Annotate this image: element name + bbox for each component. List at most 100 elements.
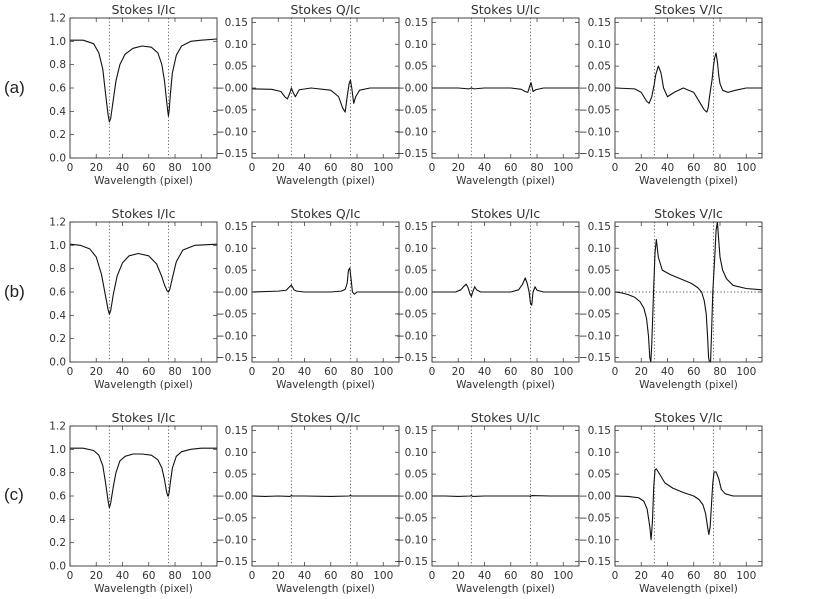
x-axis-label: Wavelength (pixel) <box>94 379 193 391</box>
y-tick-label: 0.8 <box>49 467 66 479</box>
y-tick-label: −0.00 <box>579 287 611 299</box>
x-tick-label: 0 <box>249 570 256 582</box>
x-axis-label: Wavelength (pixel) <box>639 379 738 391</box>
y-tick-label: 0.10 <box>225 243 248 255</box>
x-tick-label: 20 <box>272 366 285 378</box>
y-tick-label: 0.10 <box>588 39 611 51</box>
x-tick-label: 80 <box>350 570 363 582</box>
y-tick-label: −0.05 <box>396 512 428 524</box>
x-tick-label: 0 <box>249 162 256 174</box>
x-tick-label: 20 <box>90 366 103 378</box>
y-tick-label: 0.15 <box>588 221 611 233</box>
x-tick-label: 40 <box>116 162 129 174</box>
x-tick-label: 20 <box>272 570 285 582</box>
y-tick-label: 0.05 <box>588 469 611 481</box>
x-axis-label: Wavelength (pixel) <box>639 175 738 187</box>
y-tick-label: 0.15 <box>225 425 248 437</box>
y-tick-label: −0.00 <box>579 83 611 95</box>
y-tick-label: −0.15 <box>579 556 611 568</box>
x-axis-label: Wavelength (pixel) <box>456 583 555 595</box>
y-tick-label: −0.10 <box>396 534 428 546</box>
y-tick-label: 0.0 <box>49 561 66 573</box>
y-tick-label: 0.6 <box>49 491 66 503</box>
x-tick-label: 20 <box>452 570 465 582</box>
x-tick-label: 0 <box>612 570 619 582</box>
x-tick-label: 80 <box>713 162 726 174</box>
y-tick-label: 0.10 <box>405 39 428 51</box>
x-tick-label: 20 <box>272 162 285 174</box>
profile-line <box>252 495 399 497</box>
x-tick-label: 40 <box>661 570 674 582</box>
panel-title: Stokes Q/Ic <box>290 2 360 17</box>
y-tick-label: 1.0 <box>49 444 66 456</box>
y-tick-label: 0.05 <box>225 265 248 277</box>
y-tick-label: 0.05 <box>225 61 248 73</box>
x-tick-label: 40 <box>298 162 311 174</box>
y-tick-label: 0.8 <box>49 263 66 275</box>
profile-line <box>70 447 217 509</box>
x-tick-label: 0 <box>429 162 436 174</box>
y-tick-label: −0.00 <box>216 287 248 299</box>
panel-1: Stokes I/Ic 0.0 0.2 0.4 0.6 0.8 1.0 1.2 0 20 40 60 8… <box>49 2 218 187</box>
x-axis-label: Wavelength (pixel) <box>276 583 375 595</box>
x-tick-label: 80 <box>168 570 181 582</box>
y-tick-label: 1.2 <box>49 13 66 25</box>
x-tick-label: 0 <box>67 366 74 378</box>
x-tick-label: 100 <box>553 366 573 378</box>
x-tick-label: 60 <box>142 162 155 174</box>
panel-8: Stokes V/Ic −0.15 −0.10 −0.05 −0.00 0.05 0.10 0… <box>579 206 763 391</box>
x-tick-label: 0 <box>249 366 256 378</box>
x-tick-label: 60 <box>504 366 517 378</box>
x-tick-label: 20 <box>90 162 103 174</box>
plot-frame <box>431 221 580 363</box>
x-tick-label: 60 <box>142 366 155 378</box>
y-tick-label: 0.15 <box>405 221 428 233</box>
y-tick-label: 0.05 <box>588 61 611 73</box>
y-tick-label: 1.2 <box>49 217 66 229</box>
y-tick-label: 1.0 <box>49 240 66 252</box>
y-tick-label: 0.05 <box>405 469 428 481</box>
x-tick-label: 60 <box>687 570 700 582</box>
plot-frame <box>614 221 763 363</box>
y-tick-label: −0.15 <box>396 352 428 364</box>
y-tick-label: 0.8 <box>49 59 66 71</box>
x-tick-label: 80 <box>713 366 726 378</box>
y-tick-label: 0.15 <box>225 17 248 29</box>
panel-title: Stokes Q/Ic <box>290 206 360 221</box>
panel-title: Stokes I/Ic <box>112 206 176 221</box>
y-tick-label: 0.4 <box>49 514 66 526</box>
y-tick-label: −0.15 <box>396 556 428 568</box>
y-tick-label: 0.4 <box>49 106 66 118</box>
y-tick-label: −0.00 <box>216 83 248 95</box>
profile-line <box>70 38 217 123</box>
y-tick-label: 0.05 <box>405 61 428 73</box>
x-tick-label: 0 <box>429 366 436 378</box>
y-tick-label: −0.10 <box>579 534 611 546</box>
y-tick-label: −0.05 <box>216 104 248 116</box>
x-tick-label: 40 <box>478 366 491 378</box>
x-tick-label: 60 <box>142 570 155 582</box>
y-tick-label: 1.0 <box>49 36 66 48</box>
x-tick-label: 40 <box>661 162 674 174</box>
plot-frame <box>251 17 400 159</box>
panel-title: Stokes V/Ic <box>654 2 723 17</box>
x-tick-label: 60 <box>324 570 337 582</box>
x-tick-label: 80 <box>350 162 363 174</box>
profile-line <box>432 82 579 93</box>
x-axis-label: Wavelength (pixel) <box>94 583 193 595</box>
y-tick-label: −0.15 <box>216 352 248 364</box>
y-tick-label: −0.10 <box>579 126 611 138</box>
y-tick-label: −0.10 <box>216 534 248 546</box>
x-tick-label: 20 <box>635 366 648 378</box>
y-tick-label: 0.10 <box>225 447 248 459</box>
x-tick-label: 60 <box>687 366 700 378</box>
panel-title: Stokes U/Ic <box>471 2 541 17</box>
x-axis-label: Wavelength (pixel) <box>276 379 375 391</box>
y-tick-label: −0.05 <box>396 104 428 116</box>
panel-4: Stokes V/Ic −0.15 −0.10 −0.05 −0.00 0.05 0.10 0… <box>579 2 763 187</box>
profile-line <box>615 468 762 541</box>
x-tick-label: 40 <box>116 366 129 378</box>
x-tick-label: 60 <box>324 366 337 378</box>
x-axis-label: Wavelength (pixel) <box>456 379 555 391</box>
x-tick-label: 100 <box>373 162 393 174</box>
